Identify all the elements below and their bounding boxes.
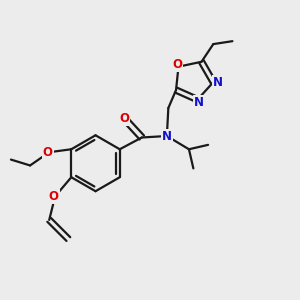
Text: O: O [49,190,58,203]
Text: O: O [172,58,182,71]
Text: O: O [43,146,53,159]
Text: N: N [162,130,172,142]
Text: O: O [119,112,129,125]
Text: N: N [194,96,204,109]
Text: N: N [213,76,223,89]
